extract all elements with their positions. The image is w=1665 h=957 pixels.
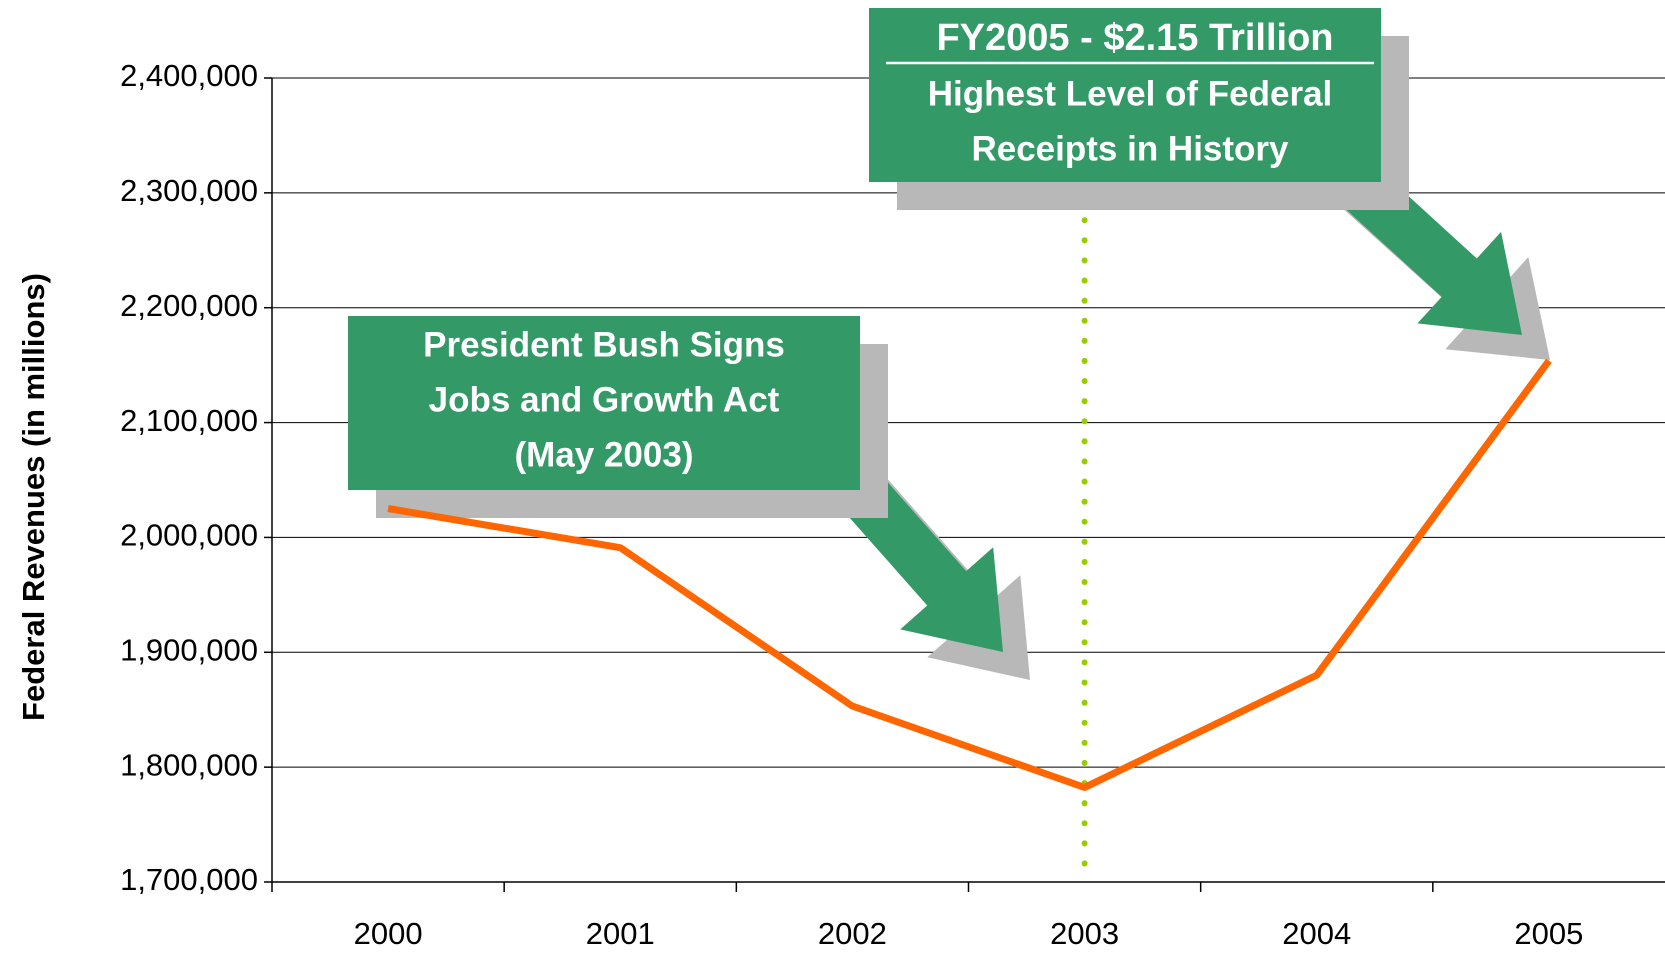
- x-tick-label: 2001: [586, 916, 655, 951]
- x-tick-label: 2000: [354, 916, 423, 951]
- y-tick-label: 2,100,000: [120, 403, 258, 438]
- y-tick-label: 2,300,000: [120, 173, 258, 208]
- y-tick-label: 1,800,000: [120, 747, 258, 782]
- line-series: [387, 358, 1552, 791]
- y-tick-label: 2,400,000: [120, 58, 258, 93]
- annotation-text: President Bush Signs: [423, 325, 785, 364]
- x-tick-label: 2005: [1514, 916, 1583, 951]
- annotation-text: (May 2003): [515, 435, 694, 474]
- x-tick-label: 2002: [818, 916, 887, 951]
- y-tick-label: 2,000,000: [120, 518, 258, 553]
- y-axis-label: Federal Revenues (in millions): [16, 273, 51, 721]
- annotation-text: Highest Level of Federal: [928, 74, 1333, 113]
- y-tick-label: 1,700,000: [120, 862, 258, 897]
- annotation-text: Jobs and Growth Act: [429, 380, 780, 419]
- x-tick-label: 2003: [1050, 916, 1119, 951]
- annotation-box: [869, 8, 1381, 182]
- y-tick-label: 1,900,000: [120, 632, 258, 667]
- annotation-box: [348, 316, 860, 490]
- x-tick-label: 2004: [1282, 916, 1351, 951]
- y-tick-label: 2,200,000: [120, 288, 258, 323]
- annotation-text: Receipts in History: [971, 129, 1289, 168]
- annotation-title: FY2005 - $2.15 Trillion: [936, 17, 1333, 59]
